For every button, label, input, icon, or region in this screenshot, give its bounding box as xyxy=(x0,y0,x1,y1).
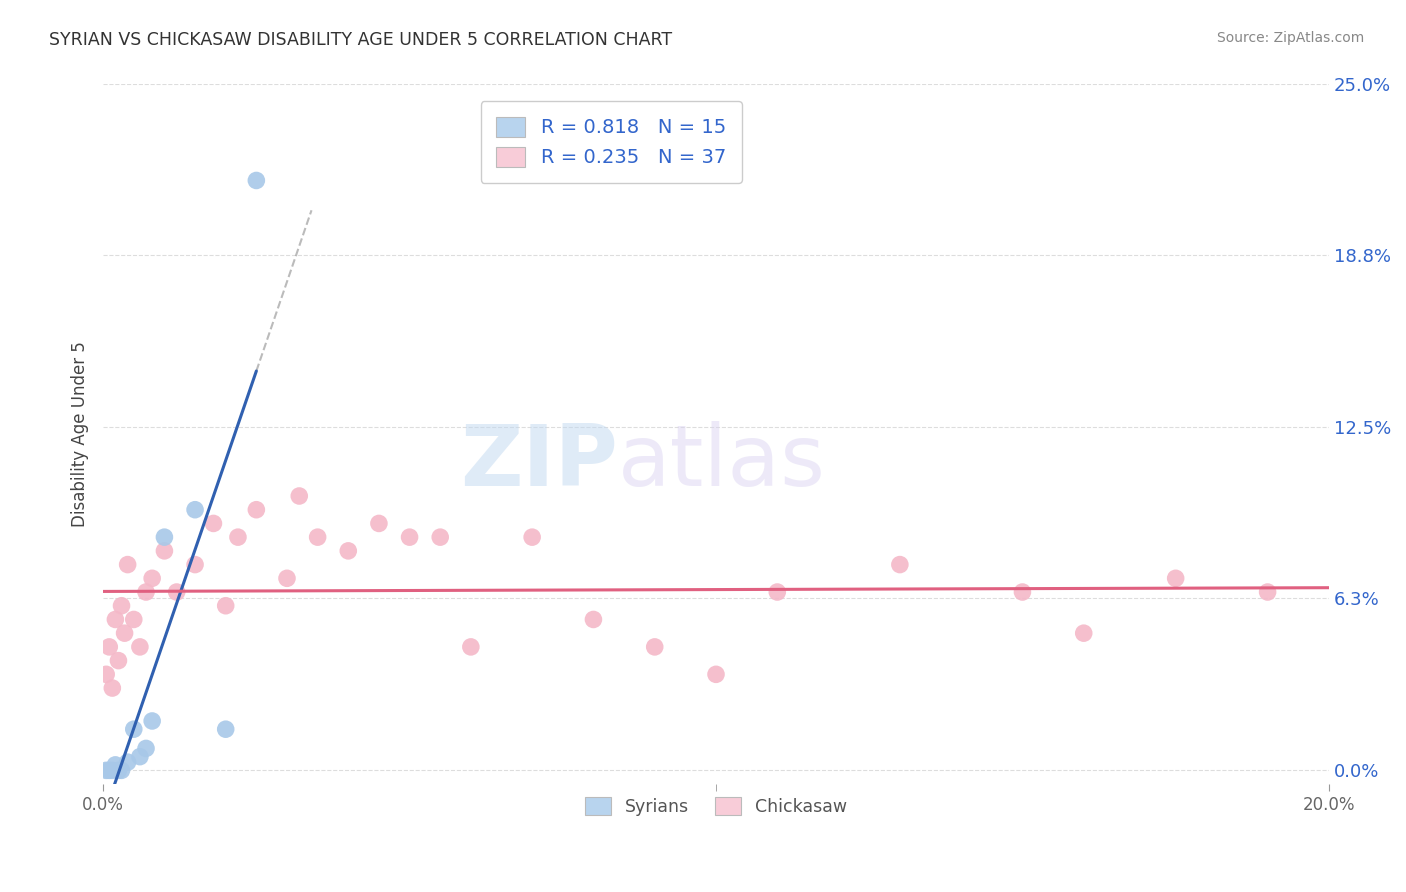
Point xyxy=(1164,571,1187,585)
Point xyxy=(460,640,482,654)
Point xyxy=(582,612,605,626)
Point xyxy=(96,764,118,778)
Text: atlas: atlas xyxy=(619,421,825,504)
Point xyxy=(153,544,176,558)
Point xyxy=(98,640,121,654)
Point xyxy=(117,755,139,769)
Point xyxy=(129,749,152,764)
Point xyxy=(704,667,727,681)
Point xyxy=(114,626,136,640)
Point xyxy=(184,558,207,572)
Point xyxy=(141,571,163,585)
Point xyxy=(135,741,157,756)
Point xyxy=(889,558,911,572)
Point xyxy=(117,558,139,572)
Point xyxy=(1257,585,1279,599)
Point xyxy=(166,585,188,599)
Point xyxy=(215,722,238,736)
Point xyxy=(122,612,145,626)
Point xyxy=(226,530,249,544)
Legend: Syrians, Chickasaw: Syrians, Chickasaw xyxy=(576,789,856,824)
Point xyxy=(101,764,124,778)
Point xyxy=(307,530,329,544)
Point xyxy=(368,516,391,531)
Point xyxy=(398,530,420,544)
Point xyxy=(1011,585,1033,599)
Point xyxy=(766,585,789,599)
Point xyxy=(1073,626,1095,640)
Point xyxy=(337,544,360,558)
Point xyxy=(429,530,451,544)
Y-axis label: Disability Age Under 5: Disability Age Under 5 xyxy=(72,342,89,527)
Point xyxy=(520,530,543,544)
Point xyxy=(245,173,267,187)
Point xyxy=(644,640,666,654)
Point xyxy=(135,585,157,599)
Point xyxy=(202,516,225,531)
Point xyxy=(153,530,176,544)
Point xyxy=(184,502,207,516)
Point xyxy=(98,764,121,778)
Point xyxy=(96,667,118,681)
Point xyxy=(129,640,152,654)
Point xyxy=(215,599,238,613)
Point xyxy=(288,489,311,503)
Point xyxy=(107,764,129,778)
Point xyxy=(110,764,132,778)
Point xyxy=(104,612,127,626)
Point xyxy=(104,757,127,772)
Point xyxy=(141,714,163,728)
Text: SYRIAN VS CHICKASAW DISABILITY AGE UNDER 5 CORRELATION CHART: SYRIAN VS CHICKASAW DISABILITY AGE UNDER… xyxy=(49,31,672,49)
Point xyxy=(245,502,267,516)
Point xyxy=(276,571,298,585)
Text: Source: ZipAtlas.com: Source: ZipAtlas.com xyxy=(1216,31,1364,45)
Point xyxy=(101,681,124,695)
Point xyxy=(107,654,129,668)
Point xyxy=(110,599,132,613)
Text: ZIP: ZIP xyxy=(460,421,619,504)
Point xyxy=(122,722,145,736)
